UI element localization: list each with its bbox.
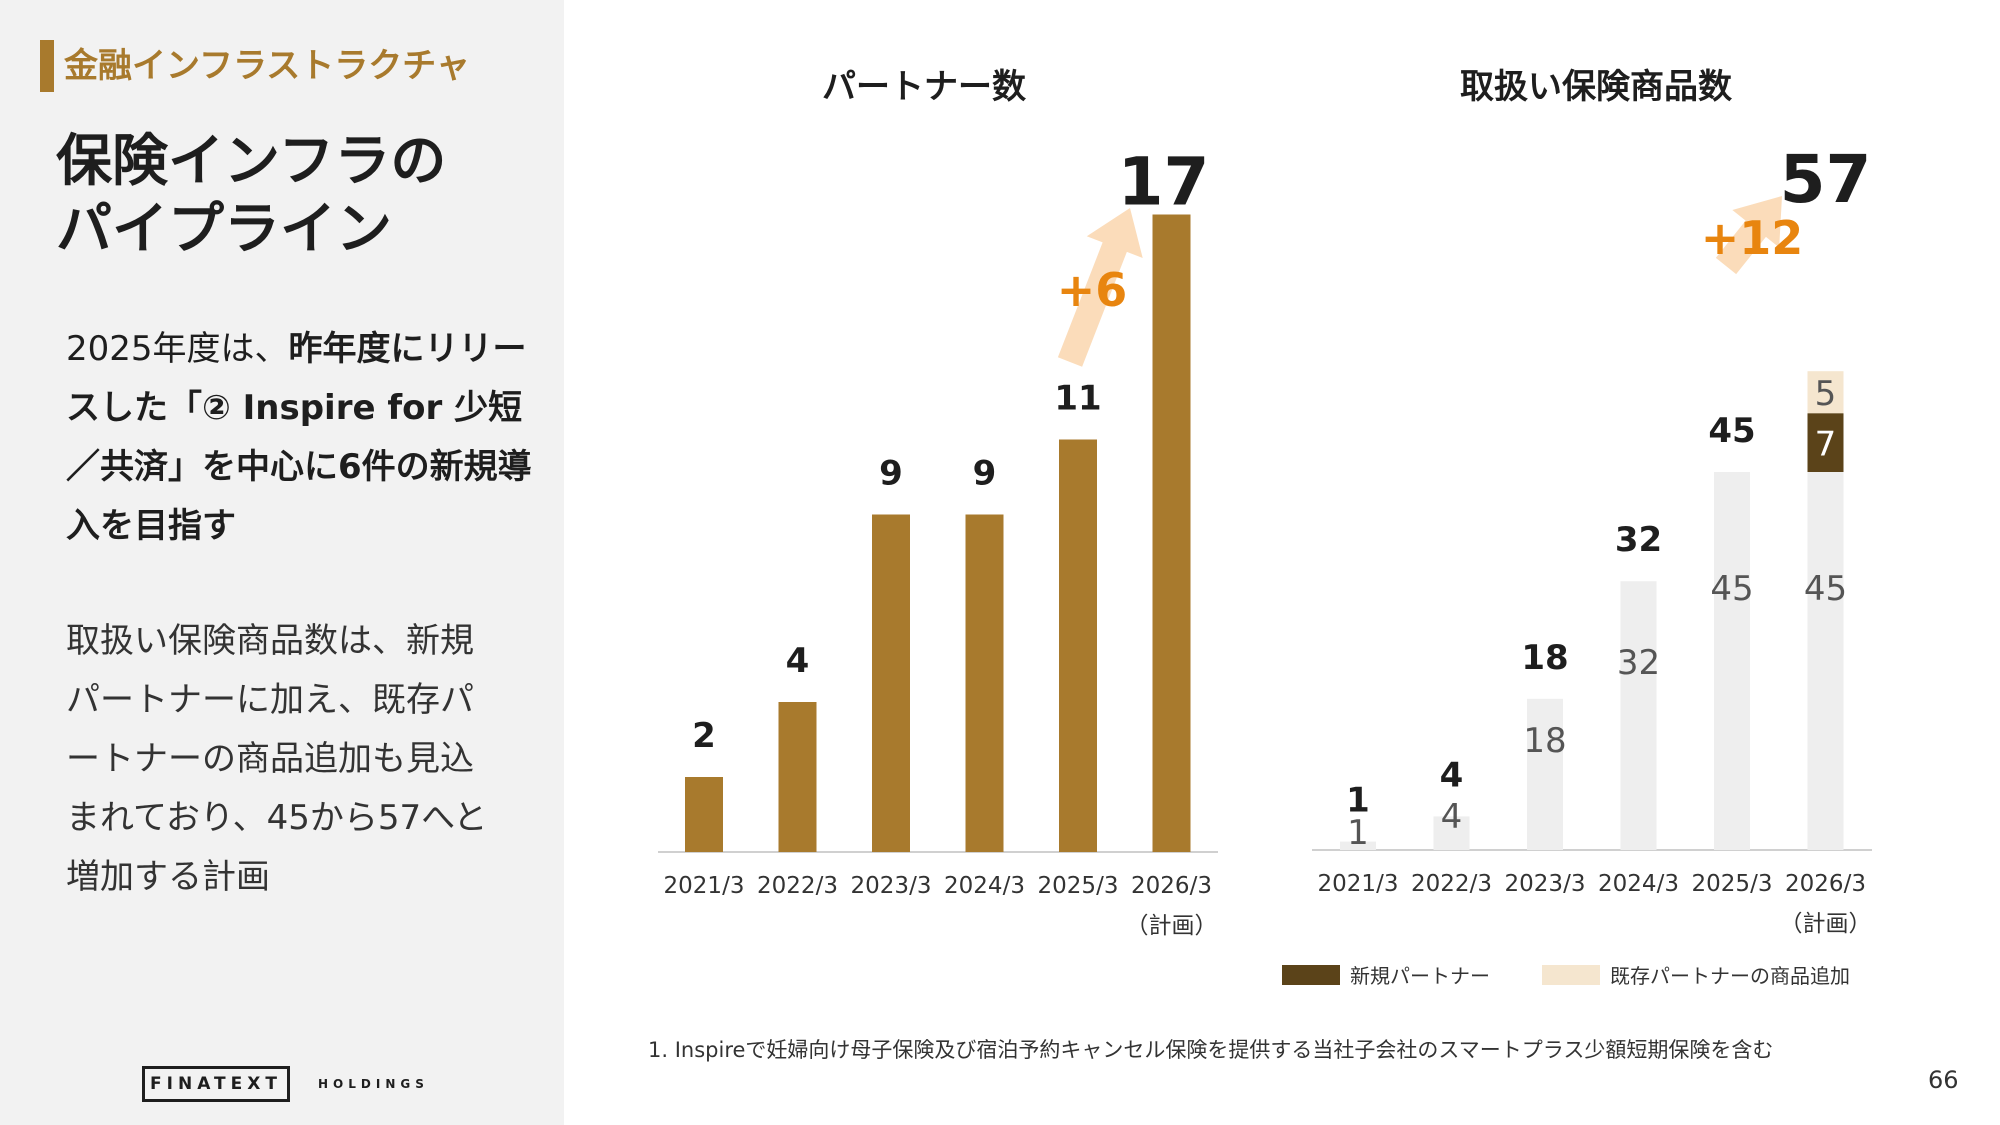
- legend-label-existing-partner: 既存パートナーの商品追加: [1610, 964, 1850, 988]
- legend-item-new-partner: 新規パートナー: [1282, 960, 1490, 989]
- company-logo-sub: HOLDINGS: [318, 1077, 429, 1091]
- bar-partners: [1152, 214, 1191, 852]
- chart-title-partners: パートナー数: [822, 67, 1026, 107]
- segment-label: 18: [1523, 721, 1566, 761]
- bar-segment-base: [1714, 472, 1750, 850]
- segment-label: 7: [1815, 425, 1837, 465]
- summary-highlight: 昨年度にリリースした「② Inspire for 少短／共済」を中心に6件の新規…: [66, 329, 532, 546]
- footnote: 1. Inspireで妊婦向け母子保険及び宿泊予約キャンセル保険を提供する当社子…: [648, 1038, 1774, 1062]
- x-tick-label: 2022/3: [1411, 871, 1492, 897]
- bar-partners: [1059, 439, 1097, 852]
- bar-segment-base: [1527, 698, 1563, 850]
- total-label-products: 18: [1521, 638, 1568, 678]
- data-label-partners: 4: [786, 641, 810, 681]
- growth-arrow: [1057, 208, 1143, 367]
- segment-label: 4: [1441, 797, 1463, 837]
- bar-partners: [778, 702, 817, 852]
- page-title: 保険インフラの パイプライン: [56, 128, 556, 264]
- bar-segment-base: [1620, 581, 1657, 850]
- bar-partners: [872, 514, 910, 852]
- data-label-partners: 9: [973, 454, 997, 494]
- legend-label-new-partner: 新規パートナー: [1350, 964, 1490, 988]
- legend-swatch-new-partner: [1282, 964, 1340, 985]
- x-tick-label: 2021/3: [1318, 871, 1399, 897]
- segment-label: 1: [1347, 813, 1369, 853]
- company-logo: FINATEXT: [142, 1066, 290, 1102]
- chart-title-products: 取扱い保険商品数: [1460, 67, 1732, 107]
- x-tick-note: （計画）: [1780, 911, 1872, 937]
- page-title-line: 保険インフラの: [56, 129, 447, 194]
- section-label: 金融インフラストラクチャ: [64, 46, 470, 86]
- data-label-partners: 2: [692, 716, 716, 756]
- x-tick-label: 2026/3: [1131, 873, 1212, 899]
- increase-label: +6: [1057, 263, 1128, 317]
- page-number: 66: [1928, 1066, 1959, 1094]
- x-tick-label: 2024/3: [944, 873, 1025, 899]
- x-tick-label: 2023/3: [1505, 871, 1586, 897]
- total-label-products: 45: [1708, 411, 1755, 451]
- segment-label: 5: [1815, 374, 1837, 414]
- bar-segment-base: [1807, 472, 1844, 850]
- x-tick-label: 2025/3: [1038, 873, 1119, 899]
- x-tick-label: 2022/3: [757, 873, 838, 899]
- x-tick-label: 2023/3: [851, 873, 932, 899]
- summary-paragraph: 2025年度は、昨年度にリリースした「② Inspire for 少短／共済」を…: [66, 320, 536, 556]
- bar-segment-base: [1433, 816, 1470, 850]
- segment-label: 45: [1804, 569, 1847, 609]
- section-accent-bar: [40, 40, 54, 92]
- segment-label: 32: [1617, 643, 1660, 683]
- data-label-partners: 17: [1118, 144, 1210, 221]
- data-label-partners: 9: [879, 454, 903, 494]
- x-tick-label: 2021/3: [664, 873, 745, 899]
- x-tick-label: 2025/3: [1692, 871, 1773, 897]
- x-tick-label: 2024/3: [1598, 871, 1679, 897]
- total-label-products: 1: [1346, 781, 1370, 821]
- legend-item-existing-partner: 既存パートナーの商品追加: [1542, 960, 1850, 989]
- bar-segment-existing-partner: [1807, 371, 1844, 414]
- x-tick-label: 2026/3: [1785, 871, 1866, 897]
- total-label-products: 57: [1780, 141, 1872, 218]
- x-tick-note: （計画）: [1126, 913, 1218, 939]
- segment-label: 45: [1710, 569, 1753, 609]
- partners-chart: 2 2021/3 4 2022/3 9 2023/3 9 2024/3 11 2025/3 17 20…: [658, 144, 1218, 939]
- legend-swatch-existing-partner: [1542, 964, 1600, 985]
- products-chart: 11 2021/3 44 2022/3 18 18 2023/3 32 32 2024/3 45 45…: [1312, 141, 1872, 937]
- summary-prefix: 2025年度は、: [66, 329, 289, 369]
- growth-arrow: [1715, 196, 1782, 275]
- total-label-products: 32: [1615, 520, 1662, 560]
- total-label-products: 4: [1440, 755, 1464, 795]
- left-panel: 金融インフラストラクチャ 保険インフラの パイプライン 2025年度は、昨年度に…: [0, 0, 564, 1125]
- detail-paragraph: 取扱い保険商品数は、新規パートナーに加え、既存パートナーの商品追加も見込まれてお…: [66, 621, 488, 897]
- page-title-line: パイプライン: [56, 197, 392, 262]
- bar-partners: [685, 777, 723, 852]
- bar-segment-new-partner: [1807, 413, 1844, 472]
- increase-label: +12: [1701, 211, 1804, 265]
- data-label-partners: 11: [1054, 379, 1101, 419]
- bar-segment-base: [1340, 841, 1376, 850]
- bar-partners: [965, 514, 1004, 852]
